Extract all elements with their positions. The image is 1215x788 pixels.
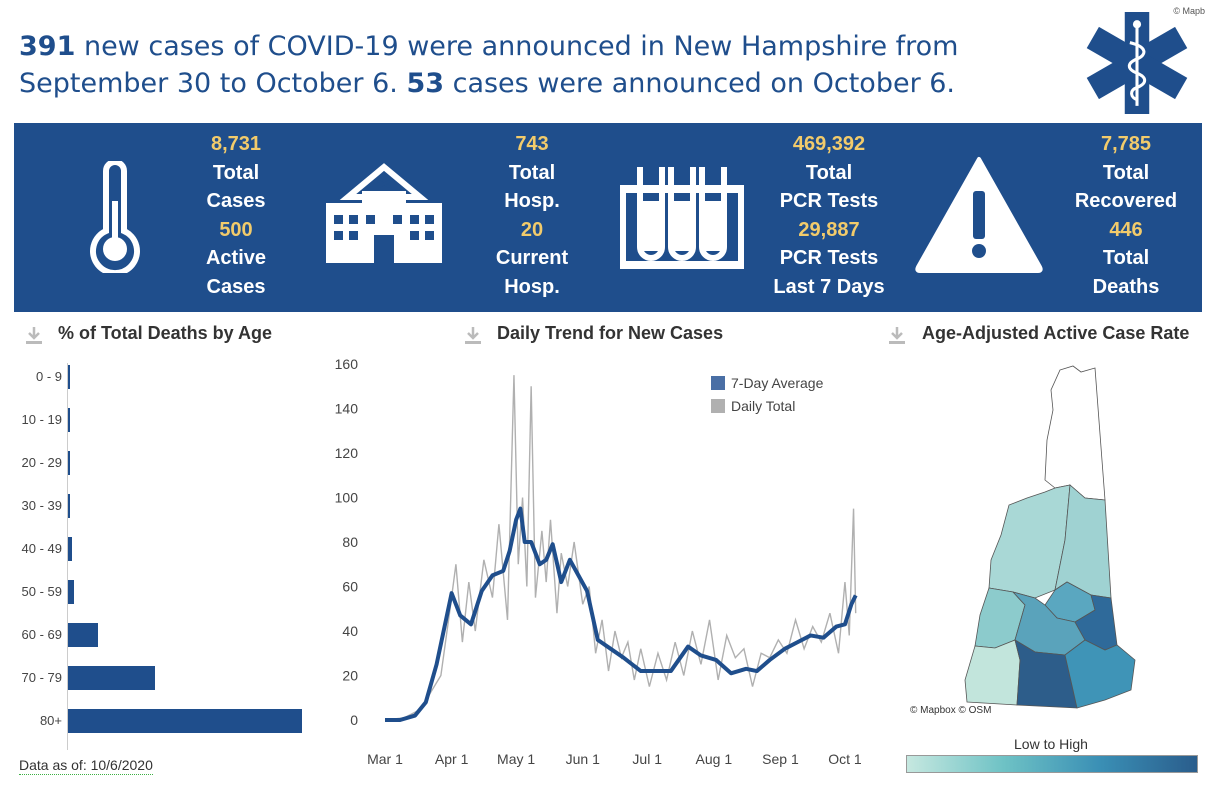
age-bar[interactable] [68,623,99,647]
age-tick-label: 10 - 19 [21,412,62,427]
headline-text-2: cases were announced on October 6. [444,68,956,99]
legend-daily-label: Daily Total [731,398,796,414]
map-attribution: © Mapbox © OSM [910,705,992,716]
stat-tests: 469,392 Total PCR Tests 29,887 PCR Tests… [759,130,899,302]
county-rockingham [1064,639,1136,709]
deaths-label-1: Total [1102,247,1150,270]
active-cases-label-1: Active [205,247,267,270]
age-tick-label: 30 - 39 [21,498,62,513]
star-of-life-icon [1086,12,1188,114]
y-tick-label: 160 [335,356,359,372]
stats-banner: 8,731 Total Cases 500 Active Cases 743 T… [14,123,1202,312]
y-tick-label: 20 [342,668,358,684]
recovered-value: 7,785 [1100,133,1152,155]
current-hosp-label-2: Hosp. [504,275,560,298]
thermometer-icon [90,161,140,273]
age-bar[interactable] [68,709,302,733]
age-axis-line [67,363,68,750]
download-icon[interactable] [888,325,906,345]
age-tick-label: 50 - 59 [21,584,62,599]
y-tick-label: 120 [335,445,359,461]
download-icon[interactable] [25,325,43,345]
age-tick-label: 70 - 79 [21,670,62,685]
y-tick-label: 40 [342,623,358,639]
x-tick-label: Sep 1 [762,751,799,767]
current-hosp-value: 20 [520,218,544,241]
county-cheshire [964,639,1021,706]
recovered-label-2: Recovered [1074,190,1178,213]
age-bar[interactable] [68,494,70,518]
headline-new-cases: 391 [19,31,76,62]
map-color-legend [906,755,1198,773]
total-hosp-label-2: Hosp. [504,190,560,213]
x-tick-label: May 1 [497,751,535,767]
headline-text-1: new cases of COVID-19 were announced in … [19,31,959,99]
age-bar[interactable] [68,666,155,690]
x-tick-label: Aug 1 [696,751,733,767]
copyright-notice: © Mapb [1173,6,1205,16]
deaths-value: 446 [1109,218,1143,241]
county-coos [1044,365,1106,501]
week-tests-value: 29,887 [798,218,860,241]
data-as-of-note: Data as of: 10/6/2020 [19,757,153,775]
week-tests-label-2: Last 7 Days [773,275,885,298]
age-tick-label: 0 - 9 [35,369,62,384]
headline: 391 new cases of COVID-19 were announced… [19,28,1059,102]
age-bar[interactable] [68,580,74,604]
stat-hosp: 743 Total Hosp. 20 Current Hosp. [482,130,582,302]
legend-daily: Daily Total [711,398,795,414]
y-tick-label: 100 [335,490,359,506]
week-tests-label-1: PCR Tests [779,247,879,270]
active-cases-label-2: Cases [206,275,266,298]
stat-cases: 8,731 Total Cases 500 Active Cases [186,130,286,302]
total-cases-label-1: Total [212,161,260,184]
legend-avg: 7-Day Average [711,375,823,391]
x-tick-label: Jun 1 [566,751,600,767]
recovered-label-1: Total [1102,161,1150,184]
total-hosp-label-1: Total [508,161,556,184]
age-bar[interactable] [68,365,70,389]
seven-day-average-line [385,506,858,722]
age-bar[interactable] [68,408,70,432]
total-hosp-value: 743 [515,133,549,155]
x-tick-label: Oct 1 [828,751,862,767]
y-tick-label: 140 [335,401,359,417]
total-cases-value: 8,731 [210,133,262,155]
map-legend-title: Low to High [1014,736,1088,752]
current-hosp-label-1: Current [495,247,569,270]
stat-recovered: 7,785 Total Recovered 446 Total Deaths [1066,130,1186,302]
legend-daily-swatch [711,399,725,413]
hospital-icon [326,163,442,263]
total-tests-value: 469,392 [792,133,866,155]
download-icon[interactable] [464,325,482,345]
x-tick-label: Mar 1 [367,751,403,767]
age-tick-label: 60 - 69 [21,627,62,642]
test-tubes-icon [620,167,744,269]
age-tick-label: 40 - 49 [21,541,62,556]
active-cases-value: 500 [219,218,253,241]
age-bar[interactable] [68,537,72,561]
legend-avg-label: 7-Day Average [731,375,824,391]
total-tests-label-1: Total [805,161,853,184]
daily-trend-chart: 0 20 40 60 80 100 120 140 160 Mar 1 Apr 1 May 1 Jun … [335,356,862,767]
total-cases-label-2: Cases [206,190,266,213]
y-tick-label: 0 [350,712,358,728]
warning-icon [915,157,1043,273]
age-tick-label: 80+ [39,713,62,728]
x-tick-label: Apr 1 [435,751,469,767]
age-tick-label: 20 - 29 [21,455,62,470]
deaths-label-2: Deaths [1092,275,1160,298]
y-tick-label: 60 [342,579,358,595]
deaths-by-age-title: % of Total Deaths by Age [58,323,273,343]
x-tick-label: Jul 1 [632,751,662,767]
daily-trend-title: Daily Trend for New Cases [497,323,724,343]
daily-total-line [384,375,857,721]
total-tests-label-2: PCR Tests [779,190,879,213]
headline-day-cases: 53 [406,68,445,99]
y-tick-label: 80 [342,534,358,550]
age-bar[interactable] [68,451,70,475]
legend-avg-swatch [711,376,725,390]
case-rate-map-title: Age-Adjusted Active Case Rate [922,323,1190,343]
nh-county-map[interactable] [905,360,1200,720]
